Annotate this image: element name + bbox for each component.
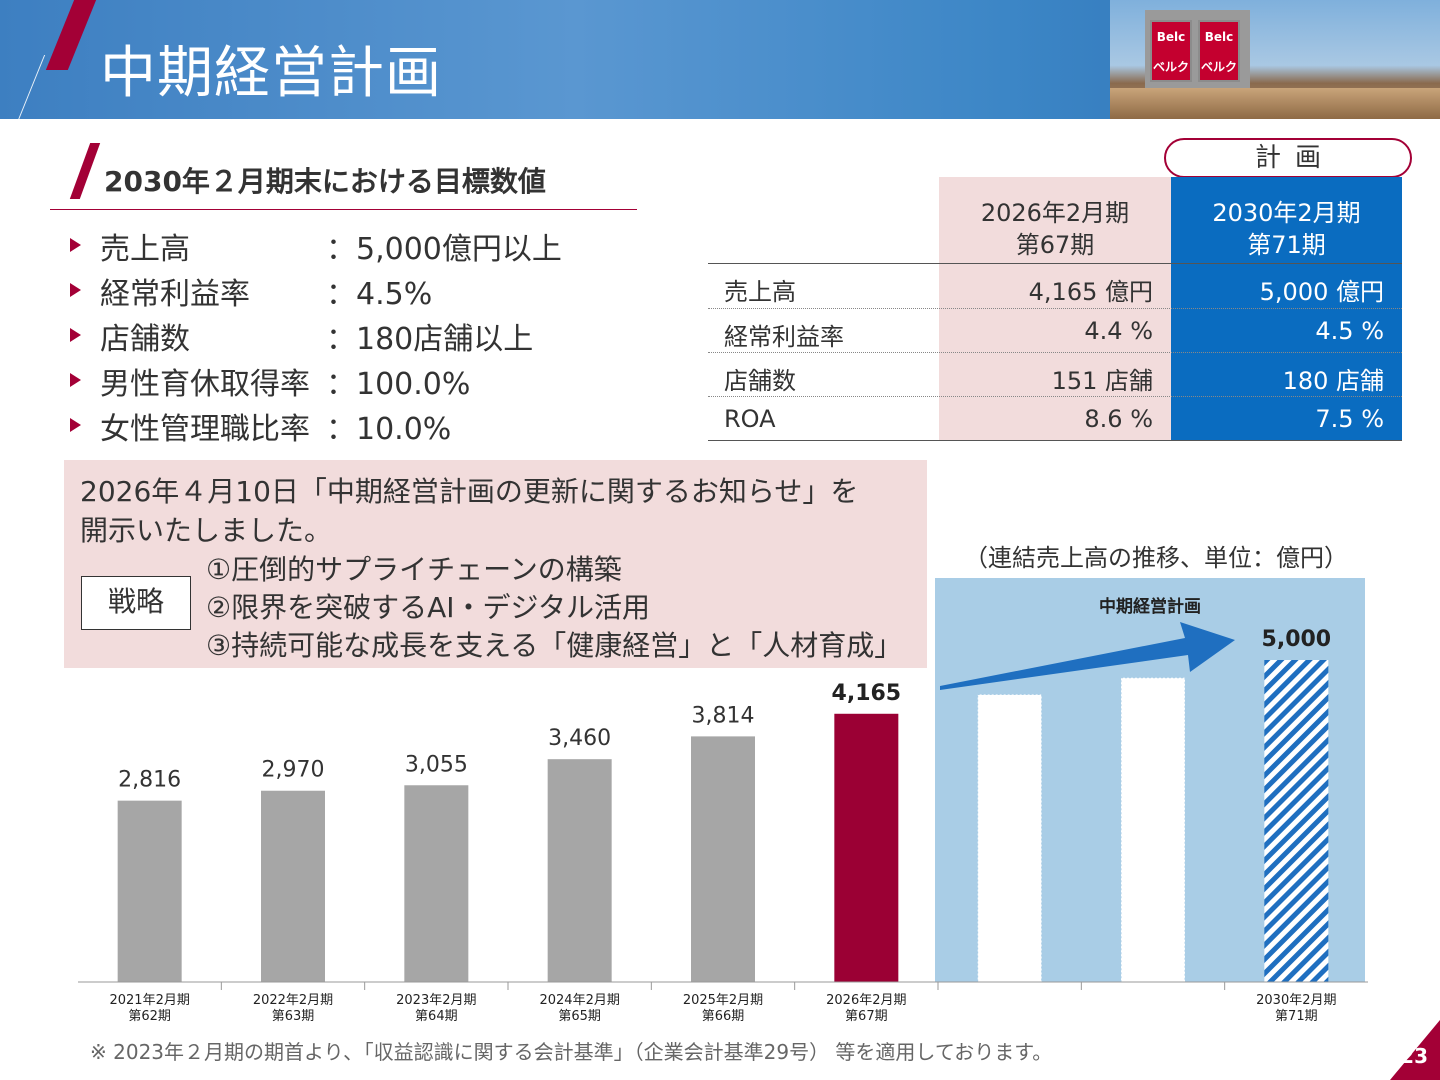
header-bar: 中期経営計画 Belc ベルク Belc ベルク bbox=[0, 0, 1440, 119]
column-fy2026-background bbox=[939, 177, 1171, 441]
category-label: 2022年2月期 bbox=[253, 993, 333, 1008]
target-label: 男性育休取得率 bbox=[100, 367, 310, 402]
category-label: 第71期 bbox=[1275, 1009, 1318, 1024]
strategy-label: 戦略 bbox=[81, 576, 191, 630]
target-label: 経常利益率 bbox=[100, 277, 250, 312]
store-sign-right: Belc ベルク bbox=[1198, 20, 1240, 82]
table-row-rule bbox=[708, 396, 1402, 397]
category-label: 2023年2月期 bbox=[396, 993, 476, 1008]
chart-bar bbox=[1264, 660, 1329, 982]
table-row: 経常利益率 4.4 % 4.5 % bbox=[724, 317, 1384, 351]
page-corner bbox=[1390, 1020, 1440, 1080]
category-label: 2021年2月期 bbox=[109, 993, 189, 1008]
category-label: 第62期 bbox=[128, 1009, 171, 1024]
table-row: 店舗数 151 店舗 180 店舗 bbox=[724, 367, 1384, 395]
category-label: 2024年2月期 bbox=[539, 993, 619, 1008]
data-label: 2,970 bbox=[262, 758, 325, 783]
table-row: ROA 8.6 % 7.5 % bbox=[724, 405, 1384, 433]
strategy-item: ②限界を突破するAI・デジタル活用 bbox=[206, 591, 650, 624]
section-underline bbox=[50, 209, 637, 210]
target-label: 女性管理職比率 bbox=[100, 412, 310, 447]
page-title: 中期経営計画 bbox=[100, 41, 442, 106]
triangle-bullet-icon bbox=[70, 283, 81, 297]
table-bottom-rule bbox=[708, 440, 1402, 441]
column-header-fy2030: 2030年2月期 第71期 bbox=[1212, 199, 1361, 259]
strategy-item: ①圧倒的サプライチェーンの構築 bbox=[206, 553, 622, 586]
triangle-bullet-icon bbox=[70, 373, 81, 387]
data-label: 5,000 bbox=[1262, 627, 1332, 652]
data-label: 3,814 bbox=[692, 703, 755, 728]
chart-unit-note: （連結売上高の推移、単位：億円） bbox=[964, 544, 1348, 572]
store-photo: Belc ベルク Belc ベルク bbox=[1110, 0, 1440, 119]
table-row: 売上高 4,165 億円 5,000 億円 bbox=[724, 278, 1384, 306]
triangle-bullet-icon bbox=[70, 418, 81, 432]
page-number: 23 bbox=[1400, 1044, 1428, 1068]
category-label: 2030年2月期 bbox=[1256, 993, 1336, 1008]
category-label: 2026年2月期 bbox=[826, 993, 906, 1008]
notice-line-1: 2026年４月10日「中期経営計画の更新に関するお知らせ」を bbox=[80, 475, 859, 508]
update-notice-box: 2026年４月10日「中期経営計画の更新に関するお知らせ」を 開示いたしました。… bbox=[64, 460, 927, 668]
chart-bar bbox=[547, 759, 612, 982]
data-label: 3,460 bbox=[548, 726, 611, 751]
category-label: 第67期 bbox=[845, 1009, 888, 1024]
chart-bar bbox=[261, 790, 325, 982]
store-roof bbox=[1110, 88, 1440, 119]
store-sign-left: Belc ベルク bbox=[1150, 20, 1192, 82]
chart-bar bbox=[834, 713, 899, 982]
table-row-rule bbox=[708, 308, 1402, 309]
category-label: 第63期 bbox=[272, 1009, 315, 1024]
table-header-rule bbox=[708, 263, 1402, 264]
target-label: 店舗数 bbox=[100, 322, 190, 357]
target-label: 売上高 bbox=[100, 232, 190, 267]
chart-bar bbox=[117, 800, 182, 982]
column-header-fy2026: 2026年2月期 第67期 bbox=[980, 199, 1130, 259]
chart-bar bbox=[691, 736, 755, 982]
category-label: 第66期 bbox=[702, 1009, 745, 1024]
category-label: 2025年2月期 bbox=[683, 993, 763, 1008]
data-label: 4,165 bbox=[832, 681, 902, 706]
target-value: ：100.0% bbox=[326, 367, 471, 402]
category-label: 第65期 bbox=[558, 1009, 601, 1024]
section-title: 2030年２月期末における目標数値 bbox=[104, 165, 546, 198]
target-value: ：4.5% bbox=[326, 277, 433, 312]
chart-bar bbox=[404, 785, 469, 982]
data-label: 3,055 bbox=[405, 752, 468, 777]
column-fy2030-background bbox=[1171, 177, 1402, 441]
triangle-bullet-icon bbox=[70, 328, 81, 342]
plan-arrow-label: 中期経営計画 bbox=[1099, 596, 1201, 617]
chart-bar bbox=[977, 693, 1043, 983]
chart-bar bbox=[1120, 677, 1186, 983]
footnote: ※ 2023年２月期の期首より､「収益認識に関する会計基準」（企業会計基準29号… bbox=[90, 1040, 1053, 1064]
strategy-item: ③持続可能な成長を支える「健康経営」と「人材育成」 bbox=[206, 629, 903, 662]
target-value: ：10.0% bbox=[326, 412, 452, 447]
target-value: ：5,000億円以上 bbox=[326, 232, 562, 267]
target-value: ：180店舗以上 bbox=[326, 322, 534, 357]
notice-line-2: 開示いたしました。 bbox=[80, 514, 333, 547]
triangle-bullet-icon bbox=[70, 238, 81, 252]
category-label: 第64期 bbox=[415, 1009, 458, 1024]
data-label: 2,816 bbox=[118, 768, 181, 793]
plan-arrow-icon bbox=[940, 622, 1235, 690]
table-row-rule bbox=[708, 352, 1402, 353]
